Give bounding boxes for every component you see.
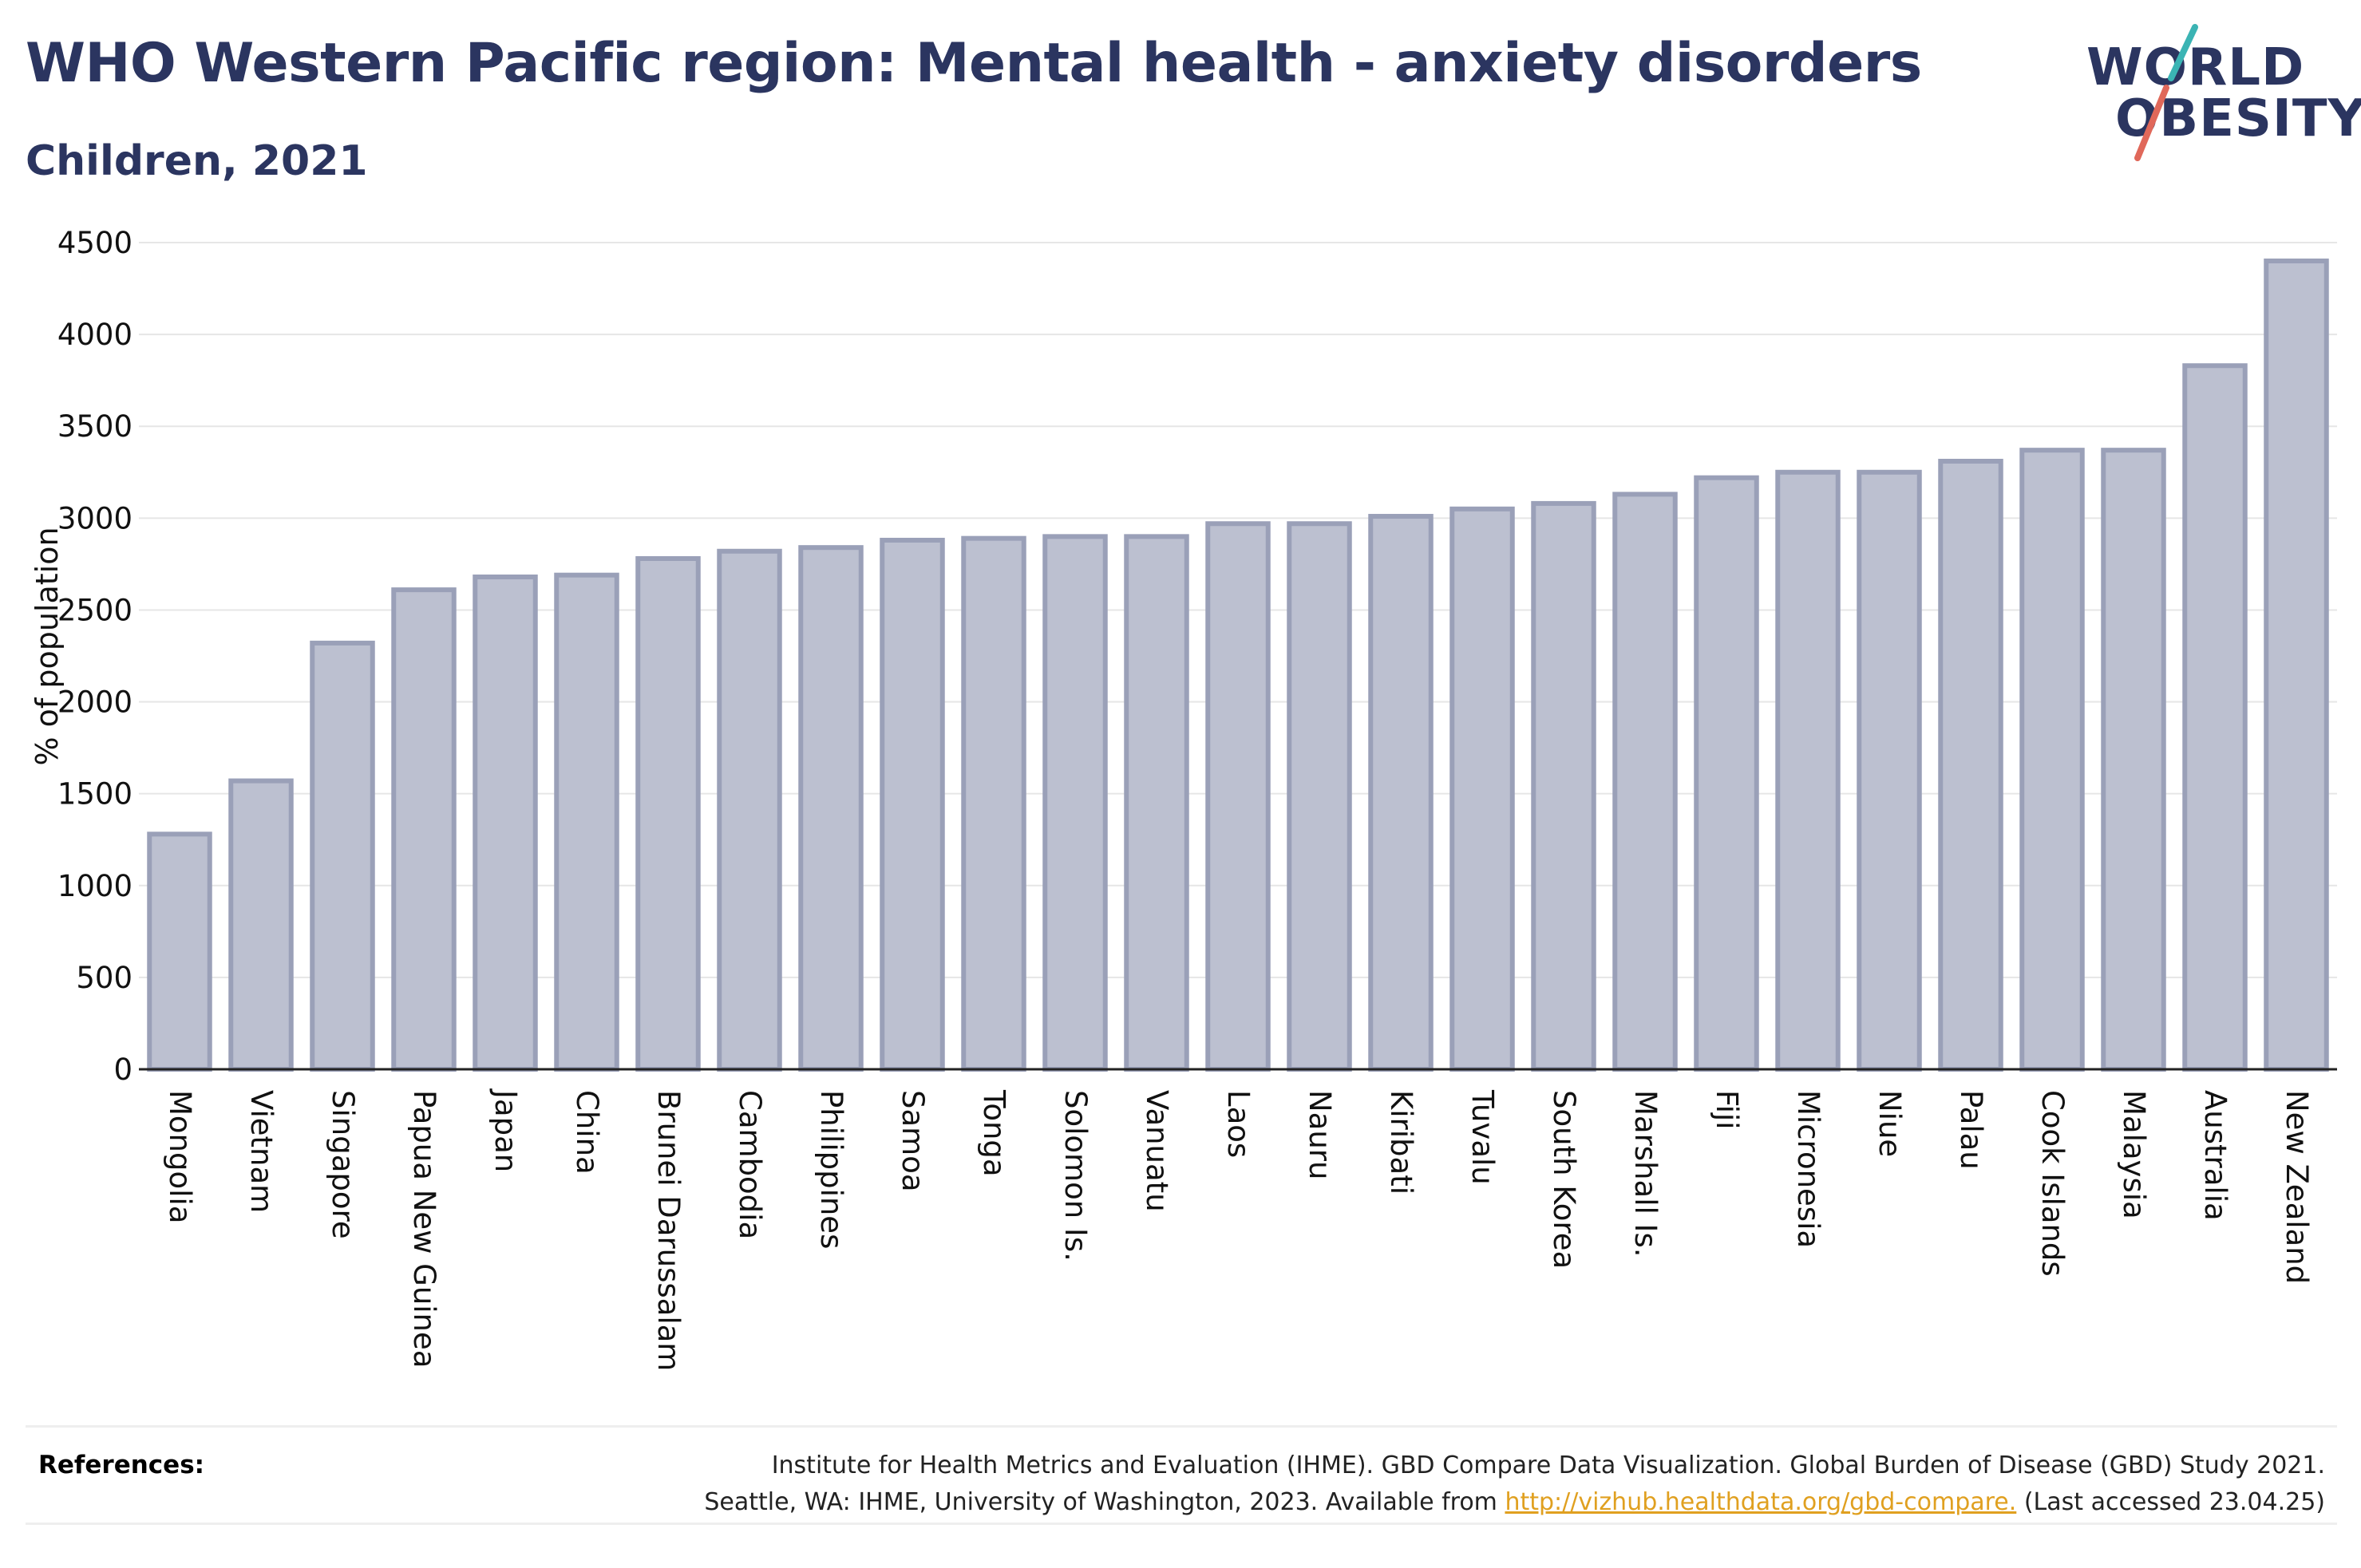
x-tick-label: Australia: [2198, 1090, 2232, 1221]
y-tick-label: 1500: [57, 777, 132, 812]
bar: [1857, 469, 1922, 1072]
references-label: References:: [38, 1451, 205, 1479]
reference-line-1: Institute for Health Metrics and Evaluat…: [771, 1451, 2325, 1479]
y-tick-label: 1000: [57, 869, 132, 903]
y-tick-label: 2500: [57, 593, 132, 627]
x-tick-label: Philippines: [814, 1090, 848, 1249]
reference-line-2: Seattle, WA: IHME, University of Washing…: [704, 1484, 2325, 1521]
x-tick-label: Cook Islands: [2035, 1090, 2070, 1277]
y-tick-label: 3500: [57, 409, 132, 444]
x-tick-label: China: [570, 1090, 604, 1175]
x-tick-label: Brunei Darussalam: [651, 1090, 686, 1371]
y-tick-label: 4500: [57, 226, 132, 260]
bar: [1124, 534, 1189, 1072]
bar: [1694, 475, 1759, 1072]
bar: [2182, 363, 2248, 1072]
bar: [473, 575, 538, 1072]
reference-line-2-prefix: Seattle, WA: IHME, University of Washing…: [704, 1488, 1505, 1516]
x-tick-label: Niue: [1873, 1090, 1907, 1157]
bar: [961, 535, 1026, 1072]
bar: [798, 545, 864, 1072]
x-tick-label: Solomon Is.: [1058, 1090, 1093, 1262]
x-tick-label: Cambodia: [733, 1090, 767, 1239]
x-tick-label: Mongolia: [163, 1090, 197, 1223]
bar: [1449, 506, 1515, 1072]
x-tick-labels: Mongolia Vietnam Singapore Papua New Guinea…: [163, 1088, 2314, 1371]
x-tick-label: Singapore: [326, 1090, 360, 1239]
x-tick-label: Samoa: [896, 1090, 930, 1192]
bar: [391, 587, 457, 1072]
y-tick-label: 500: [76, 961, 132, 995]
bar: [880, 537, 945, 1072]
bar: [147, 831, 212, 1072]
bars: [147, 259, 2329, 1072]
chart-title: WHO Western Pacific region: Mental healt…: [26, 32, 1922, 95]
bar: [554, 572, 619, 1072]
x-tick-label: Tuvalu: [1465, 1089, 1500, 1185]
reference-link[interactable]: http://vizhub.healthdata.org/gbd-compare…: [1505, 1488, 2017, 1516]
bar: [1287, 521, 1352, 1072]
bar: [1612, 492, 1678, 1072]
x-tick-label: Fiji: [1710, 1090, 1744, 1129]
logo-line-1: WORLD: [2086, 38, 2305, 97]
x-tick-label: Papua New Guinea: [407, 1090, 441, 1368]
bar: [635, 555, 701, 1072]
x-tick-label: Malaysia: [2117, 1090, 2151, 1219]
references-top-rule: [26, 1425, 2337, 1428]
y-tick-label: 2000: [57, 685, 132, 720]
chart-subtitle: Children, 2021: [26, 137, 368, 185]
bar: [2019, 448, 2085, 1072]
world-obesity-logo: WORLD OBESITY: [2075, 24, 2361, 168]
x-tick-label: Micronesia: [1791, 1090, 1825, 1248]
bar: [1205, 521, 1271, 1072]
x-tick-label: Vanuatu: [1140, 1090, 1174, 1212]
bar: [1368, 514, 1434, 1072]
x-tick-label: Tonga: [977, 1089, 1011, 1177]
bar: [310, 640, 375, 1072]
y-tick-label: 4000: [57, 318, 132, 352]
y-axis-label: % of population: [30, 527, 65, 765]
x-tick-label: Palau: [1954, 1090, 1988, 1170]
x-tick-label: Vietnam: [244, 1090, 279, 1213]
y-tick-label: 3000: [57, 501, 132, 535]
bar: [228, 778, 294, 1072]
x-tick-label: South Korea: [1547, 1090, 1581, 1269]
x-tick-label: Marshall Is.: [1628, 1090, 1663, 1257]
reference-line-2-suffix: (Last accessed 23.04.25): [2016, 1488, 2325, 1516]
y-tick-label: 0: [113, 1053, 132, 1087]
references-text: Institute for Health Metrics and Evaluat…: [704, 1448, 2325, 1521]
bar: [1775, 469, 1841, 1072]
bar: [717, 548, 782, 1072]
y-tick-labels: 0 500 1000 1500 2000 2500 3000 3500 4000 4500: [57, 226, 132, 1087]
x-tick-label: Nauru: [1303, 1090, 1337, 1179]
references-bottom-rule: [26, 1523, 2337, 1525]
x-tick-label: Laos: [1221, 1090, 1256, 1158]
bar: [1938, 458, 2003, 1072]
bar: [2264, 259, 2329, 1072]
x-tick-label: Kiribati: [1384, 1090, 1418, 1195]
x-tick-label: Japan: [488, 1088, 523, 1172]
bar: [1531, 500, 1596, 1072]
x-tick-label: New Zealand: [2280, 1090, 2314, 1284]
logo-slash-icon: [2134, 24, 2198, 161]
bar: [2101, 448, 2166, 1072]
bar: [1042, 534, 1108, 1072]
